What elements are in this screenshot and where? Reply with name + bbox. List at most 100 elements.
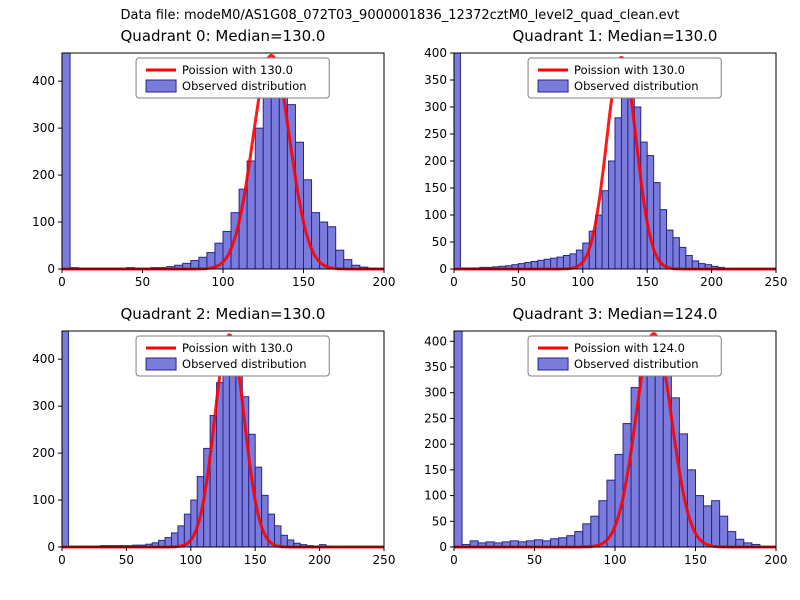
histogram-bar xyxy=(711,500,721,548)
x-tick-label: 100 xyxy=(604,553,627,567)
legend-label-poisson: Poission with 124.0 xyxy=(574,341,685,355)
y-tick-label: 300 xyxy=(424,100,447,114)
subplot-grid: 0 50 100 150 200 0 100 200 300 400 Quadrant 0: Med… xyxy=(0,25,800,579)
subplot-quadrant-3: 0 50 100 150 200 0 50 100 150 200 250 300 350 400 Quad… xyxy=(400,303,792,579)
y-tick-label: 100 xyxy=(32,493,55,507)
y-tick-label: 150 xyxy=(424,463,447,477)
legend-box xyxy=(527,57,722,99)
y-tick-label: 0 xyxy=(47,540,55,554)
subplot-quadrant-0: 0 50 100 150 200 0 100 200 300 400 Quadrant 0: Med… xyxy=(8,25,400,301)
histogram-bar xyxy=(719,515,729,548)
legend-patch-sample xyxy=(537,79,569,93)
y-tick-label: 200 xyxy=(32,446,55,460)
y-tick-label: 50 xyxy=(432,514,447,528)
subplot-title: Quadrant 3: Median=124.0 xyxy=(513,305,718,323)
x-tick-label: 0 xyxy=(58,553,66,567)
y-tick-label: 150 xyxy=(424,181,447,195)
legend-patch-sample xyxy=(537,357,569,371)
histogram-bar xyxy=(562,255,571,270)
histogram-bar xyxy=(590,515,600,548)
histogram-bar xyxy=(703,505,713,548)
subplot-quadrant-1: 0 50 100 150 200 250 0 50 100 150 200 250 300 350 400 Q… xyxy=(400,25,792,301)
histogram-bar xyxy=(654,348,664,548)
histogram-bar xyxy=(614,117,622,270)
histogram-bar xyxy=(453,52,461,270)
histogram-bar xyxy=(672,237,680,270)
y-tick-label: 350 xyxy=(424,73,447,87)
legend-label-observed: Observed distribution xyxy=(574,79,699,93)
histogram-bar xyxy=(327,226,337,270)
x-tick-label: 0 xyxy=(450,275,458,289)
histogram-bar xyxy=(61,52,71,270)
y-tick-label: 0 xyxy=(439,262,447,276)
quadrant-2-chart: 0 50 100 150 200 250 0 100 200 300 400 Quadrant 2: … xyxy=(32,305,396,567)
y-tick-label: 400 xyxy=(32,74,55,88)
subplot-title: Quadrant 0: Median=130.0 xyxy=(121,27,326,45)
y-tick-label: 0 xyxy=(47,262,55,276)
x-tick-label: 250 xyxy=(373,553,396,567)
y-tick-label: 300 xyxy=(32,399,55,413)
x-tick-label: 150 xyxy=(244,553,267,567)
x-tick-label: 200 xyxy=(700,275,723,289)
subplot-title: Quadrant 2: Median=130.0 xyxy=(121,305,326,323)
histogram-bar xyxy=(727,531,737,548)
x-tick-label: 0 xyxy=(450,553,458,567)
y-tick-label: 200 xyxy=(32,168,55,182)
x-tick-label: 150 xyxy=(292,275,315,289)
subplot-title: Quadrant 1: Median=130.0 xyxy=(513,27,718,45)
figure-title: Data file: modeM0/AS1G08_072T03_90000018… xyxy=(120,8,680,23)
legend-label-poisson: Poission with 130.0 xyxy=(574,63,685,77)
histogram-bar xyxy=(216,382,224,548)
x-tick-label: 50 xyxy=(119,553,134,567)
x-tick-label: 200 xyxy=(373,275,396,289)
legend-label-observed: Observed distribution xyxy=(182,357,307,371)
x-tick-label: 50 xyxy=(511,275,526,289)
histogram-bar xyxy=(222,353,230,548)
x-tick-label: 100 xyxy=(212,275,235,289)
y-tick-label: 250 xyxy=(424,411,447,425)
histogram-bar xyxy=(601,190,610,270)
y-tick-label: 0 xyxy=(439,540,447,554)
y-tick-label: 300 xyxy=(424,386,447,400)
y-tick-label: 100 xyxy=(424,489,447,503)
histogram-bar xyxy=(574,531,584,548)
x-tick-label: 100 xyxy=(179,553,202,567)
legend-box xyxy=(527,335,722,377)
y-tick-label: 250 xyxy=(424,127,447,141)
y-tick-label: 400 xyxy=(424,46,447,60)
histogram-bar xyxy=(659,209,668,270)
y-tick-label: 100 xyxy=(32,215,55,229)
x-tick-label: 200 xyxy=(765,553,788,567)
histogram-bar xyxy=(646,155,655,270)
histogram-bar xyxy=(550,257,558,270)
y-tick-label: 50 xyxy=(432,235,447,249)
subplot-quadrant-2: 0 50 100 150 200 250 0 100 200 300 400 Quadrant 2: … xyxy=(8,303,400,579)
y-tick-label: 200 xyxy=(424,437,447,451)
histogram-bar xyxy=(685,255,693,270)
histogram-bar xyxy=(686,469,697,548)
x-tick-label: 100 xyxy=(571,275,594,289)
quadrant-0-chart: 0 50 100 150 200 0 100 200 300 400 Quadrant 0: Med… xyxy=(32,27,396,289)
histogram-bar xyxy=(566,535,576,548)
y-tick-label: 100 xyxy=(424,208,447,222)
histogram-bar xyxy=(582,523,592,548)
histogram-bar xyxy=(262,90,272,270)
histogram-bar xyxy=(335,249,345,270)
y-tick-label: 350 xyxy=(424,360,447,374)
quadrant-1-chart: 0 50 100 150 200 250 0 50 100 150 200 250 300 350 400 Q… xyxy=(424,27,787,289)
histogram-bar xyxy=(254,127,264,270)
x-tick-label: 150 xyxy=(684,553,707,567)
histogram-bar xyxy=(61,330,69,548)
legend-patch-sample xyxy=(145,79,177,93)
legend-box xyxy=(135,335,330,377)
histogram-bar xyxy=(678,246,687,270)
legend-box xyxy=(135,57,330,99)
x-tick-label: 150 xyxy=(636,275,659,289)
y-tick-label: 400 xyxy=(32,352,55,366)
x-tick-label: 50 xyxy=(135,275,150,289)
histogram-bar xyxy=(556,256,564,270)
histogram-bar xyxy=(666,229,674,270)
legend-label-poisson: Poission with 130.0 xyxy=(182,341,293,355)
legend-label-poisson: Poission with 130.0 xyxy=(182,63,293,77)
